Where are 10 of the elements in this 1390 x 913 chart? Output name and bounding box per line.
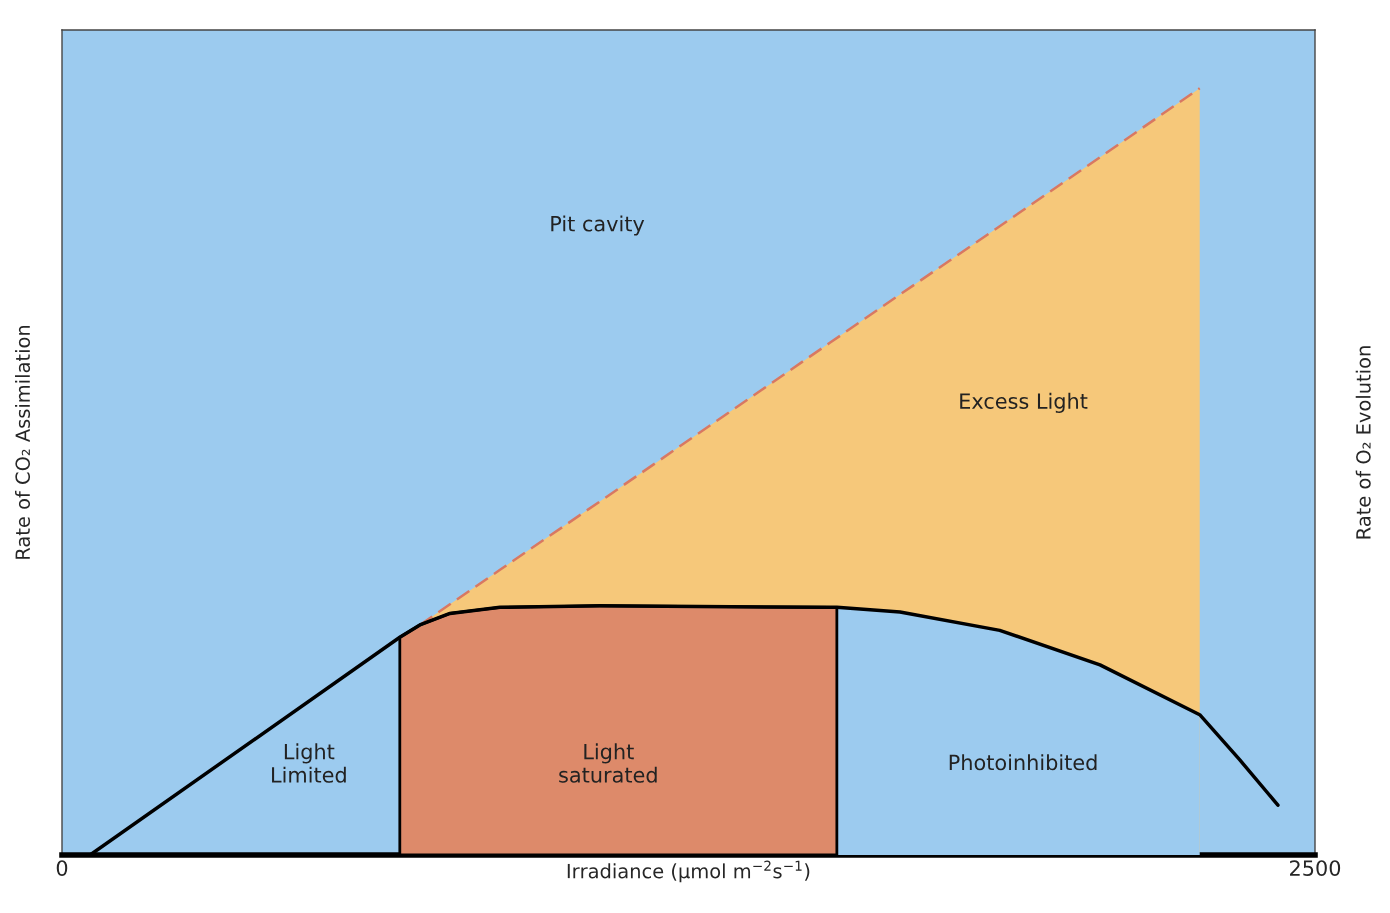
annotation: Light Limited xyxy=(272,743,346,783)
annotation: Photoinhibited xyxy=(949,754,1097,771)
annotation: Excess Light xyxy=(960,392,1088,413)
x-tick-label: 2500 xyxy=(1290,860,1341,876)
annotation: Light saturated xyxy=(559,743,657,783)
annotation: Pit cavity xyxy=(551,215,645,236)
x-axis-title: Irradiance (µmol m$^{−2}$s$^{−1}$) xyxy=(567,860,810,883)
x-tick-label: 0 xyxy=(56,860,68,876)
y2-axis-title: Rate of O₂ Evolution xyxy=(1355,346,1371,539)
y-axis-title: Rate of CO₂ Assimilation xyxy=(15,325,31,559)
